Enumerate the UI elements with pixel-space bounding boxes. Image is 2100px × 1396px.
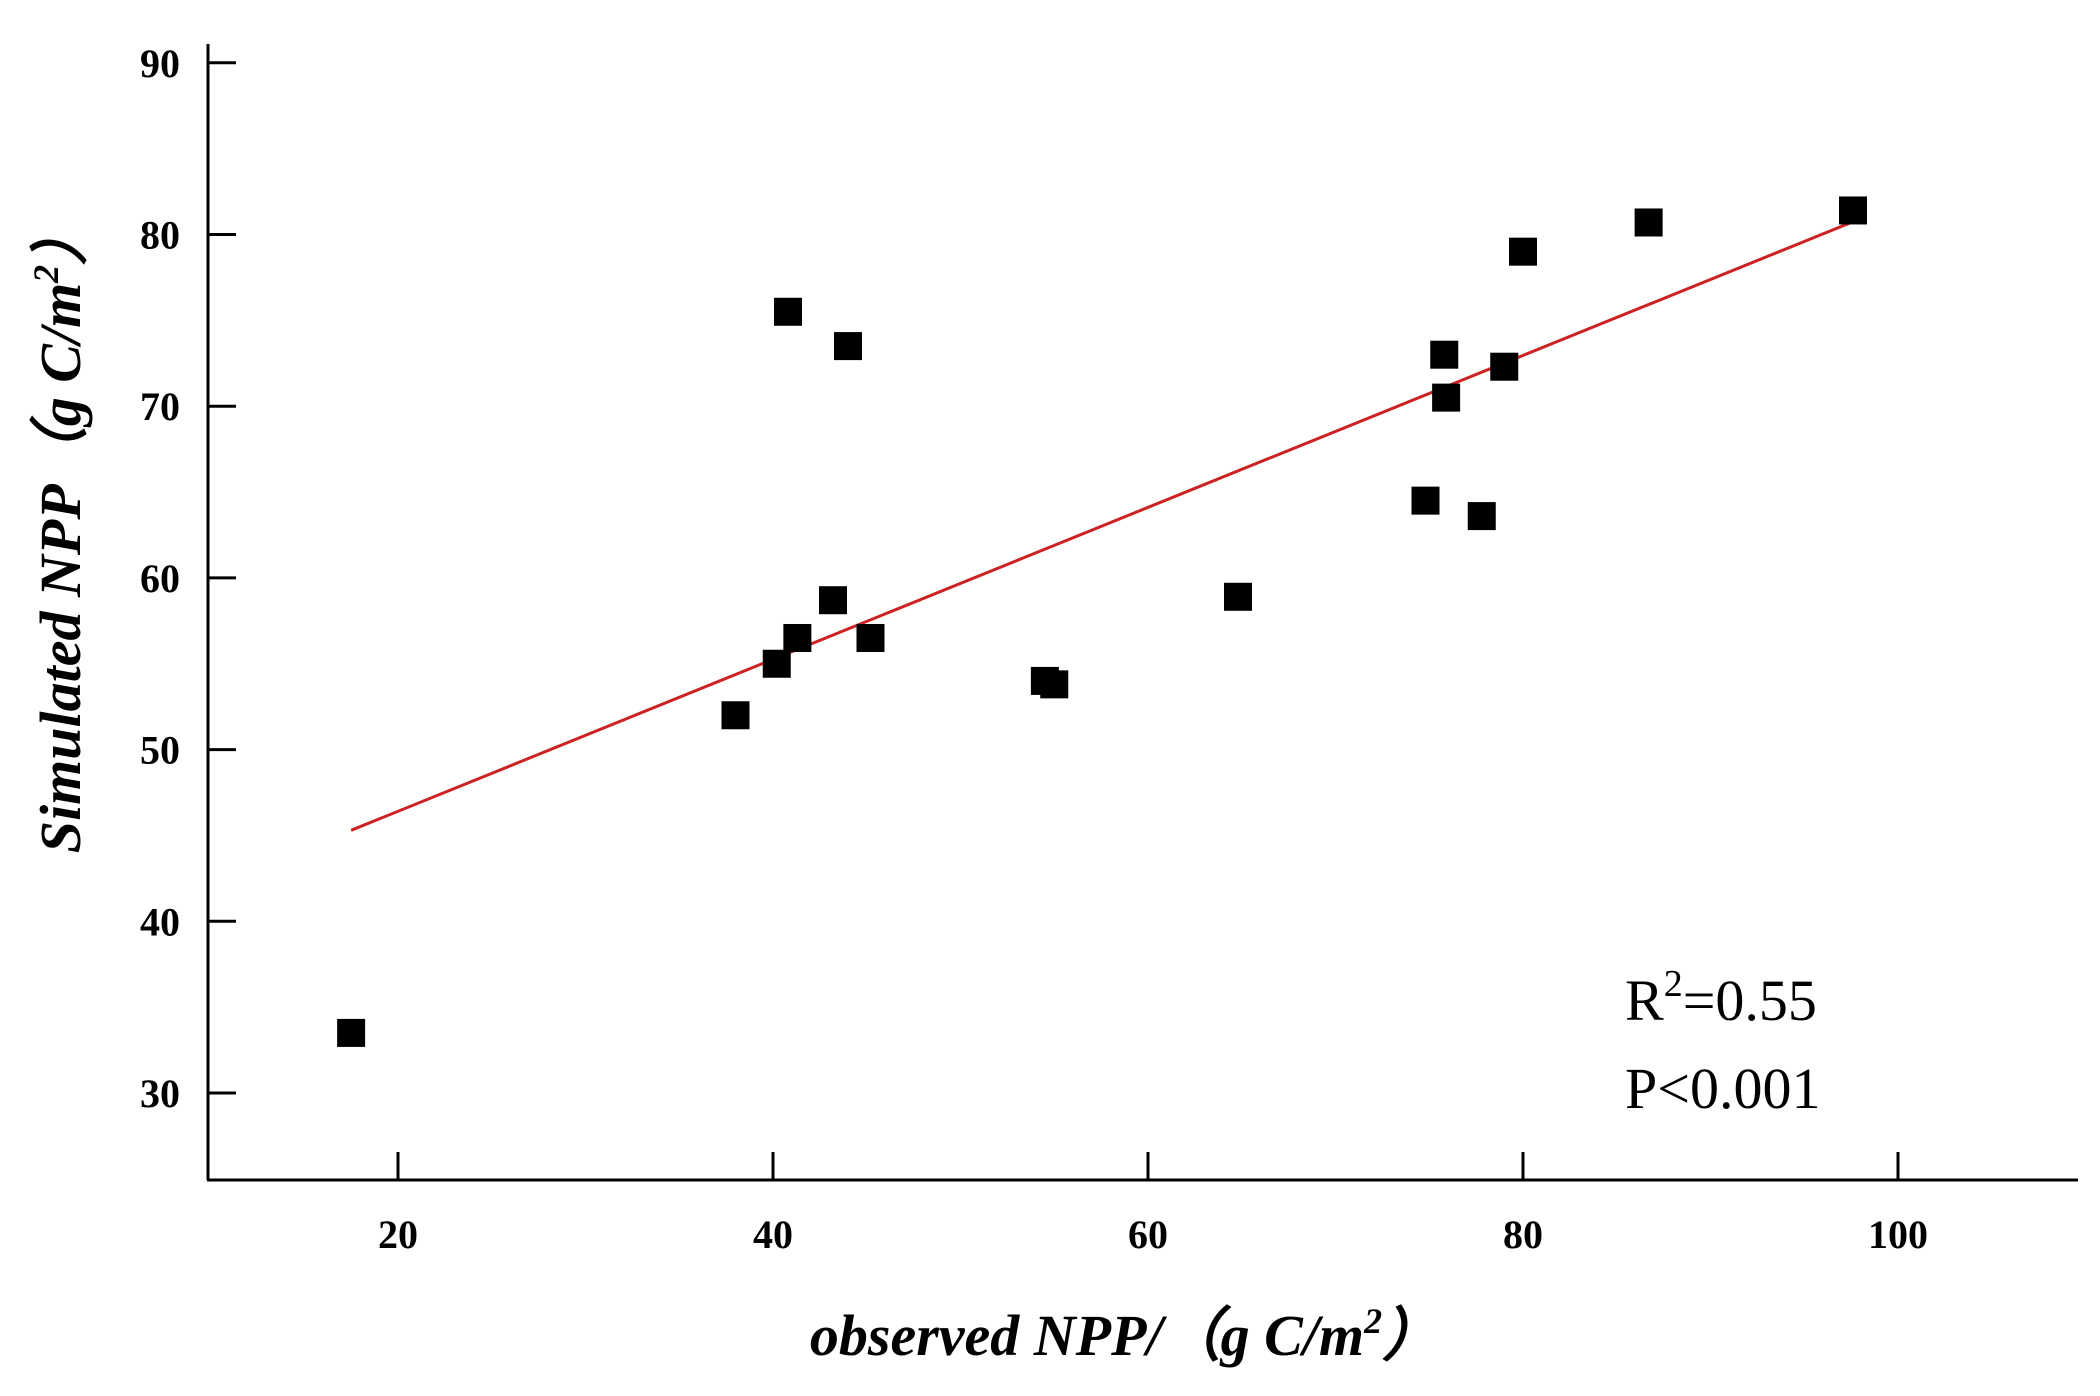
y-tick-label: 40 xyxy=(140,899,180,944)
x-tick-label: 20 xyxy=(378,1212,418,1257)
data-point xyxy=(1467,502,1496,531)
regression-line xyxy=(350,221,1852,832)
data-points xyxy=(337,196,1867,1047)
data-point xyxy=(783,623,812,652)
x-tick-label: 40 xyxy=(753,1212,793,1257)
data-point xyxy=(721,701,750,730)
data-point xyxy=(1224,582,1252,611)
r-squared-label: R2=0.55 xyxy=(1625,963,1817,1033)
data-point xyxy=(774,297,802,326)
data-point xyxy=(1839,196,1867,225)
data-point xyxy=(1430,340,1459,369)
data-point xyxy=(819,586,847,615)
data-point xyxy=(762,649,791,678)
x-tick-label: 100 xyxy=(1868,1212,1928,1257)
y-tick-label: 80 xyxy=(140,213,180,258)
y-tick-label: 60 xyxy=(140,556,180,601)
data-point xyxy=(337,1018,366,1047)
y-tick-label: 50 xyxy=(140,728,180,773)
data-point xyxy=(1040,670,1069,699)
p-value-label: P<0.001 xyxy=(1625,1056,1820,1121)
y-tick-label: 30 xyxy=(140,1071,180,1116)
data-point xyxy=(856,623,885,652)
fit-line-group xyxy=(350,221,1852,832)
data-point xyxy=(834,332,862,361)
data-point xyxy=(1634,208,1663,237)
data-point xyxy=(1411,486,1440,515)
x-tick-label: 60 xyxy=(1128,1212,1168,1257)
data-point xyxy=(1490,352,1519,381)
y-axis-title: Simulated NPP（g C/m2） xyxy=(26,207,93,853)
data-point xyxy=(1509,237,1537,266)
data-point xyxy=(1432,383,1461,412)
x-tick-label: 80 xyxy=(1503,1212,1543,1257)
y-tick-label: 90 xyxy=(140,41,180,86)
y-tick-label: 70 xyxy=(140,384,180,429)
x-axis-title: observed NPP/（g C/m2） xyxy=(810,1301,1440,1368)
ticks: 30 40 50 60 70 80 90 20 40 60 80 100 xyxy=(140,41,1928,1257)
